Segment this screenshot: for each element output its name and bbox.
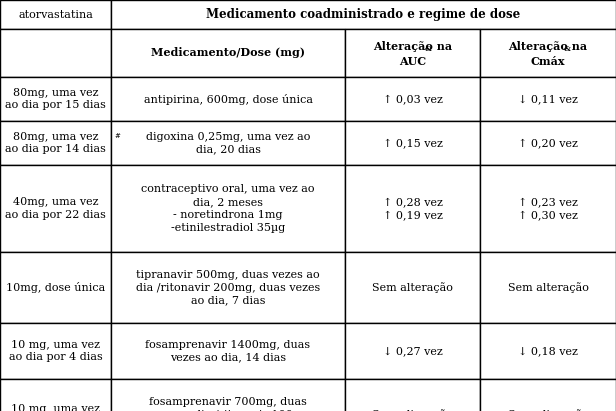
Text: Sem alteração: Sem alteração [508,410,588,411]
Text: ↑ 0,15 vez: ↑ 0,15 vez [383,138,442,148]
Bar [0,379,111,411]
Bar [111,323,345,379]
Text: Medicamento coadministrado e regime de dose: Medicamento coadministrado e regime de d… [206,8,521,21]
Bar [480,77,616,121]
Text: 80mg, uma vez
ao dia por 14 dias: 80mg, uma vez ao dia por 14 dias [5,132,106,155]
Bar [0,121,111,165]
Bar [111,29,345,77]
Bar [345,323,480,379]
Text: Alteração na
Cmáx: Alteração na Cmáx [508,42,588,67]
Text: Sem alteração: Sem alteração [372,410,453,411]
Text: Alteração na
AUC: Alteração na AUC [373,42,452,67]
Bar [111,379,345,411]
Text: &: & [425,45,432,53]
Text: fosamprenavir 1400mg, duas
vezes ao dia, 14 dias: fosamprenavir 1400mg, duas vezes ao dia,… [145,339,310,363]
Text: 10 mg, uma vez
ao dia por 4 dias: 10 mg, uma vez ao dia por 4 dias [9,339,102,363]
Text: fosamprenavir 700mg, duas
vezes ao dia /ritonavir 100mg,
duas vezes ao dia, 14 d: fosamprenavir 700mg, duas vezes ao dia /… [142,397,314,411]
Text: tipranavir 500mg, duas vezes ao
dia /ritonavir 200mg, duas vezes
ao dia, 7 dias: tipranavir 500mg, duas vezes ao dia /rit… [136,270,320,305]
Bar [111,77,345,121]
Bar [480,252,616,323]
Text: atorvastatina: atorvastatina [18,9,93,19]
Bar [0,29,111,77]
Bar [480,121,616,165]
Bar [345,77,480,121]
Text: ↓ 0,18 vez: ↓ 0,18 vez [518,346,578,356]
Bar [480,29,616,77]
Text: ↑ 0,03 vez: ↑ 0,03 vez [383,94,442,104]
Text: 80mg, uma vez
ao dia por 15 dias: 80mg, uma vez ao dia por 15 dias [5,88,106,111]
Text: antipirina, 600mg, dose única: antipirina, 600mg, dose única [144,93,312,104]
Bar [0,77,111,121]
Bar [0,165,111,252]
Bar [345,252,480,323]
Bar [0,0,111,29]
Bar [345,29,480,77]
Bar [0,323,111,379]
Bar [111,252,345,323]
Bar [111,165,345,252]
Text: ↓ 0,11 vez: ↓ 0,11 vez [518,94,578,104]
Bar [480,165,616,252]
Bar [111,0,616,29]
Text: Sem alteração: Sem alteração [508,282,588,293]
Bar [480,379,616,411]
Text: ↑ 0,28 vez
↑ 0,19 vez: ↑ 0,28 vez ↑ 0,19 vez [383,197,442,220]
Bar [0,252,111,323]
Text: 10 mg, uma vez
ao dia por 4 dias: 10 mg, uma vez ao dia por 4 dias [9,404,102,411]
Text: 40mg, uma vez
ao dia por 22 dias: 40mg, uma vez ao dia por 22 dias [5,197,106,220]
Text: Sem alteração: Sem alteração [372,282,453,293]
Text: 10mg, dose única: 10mg, dose única [6,282,105,293]
Text: ↑ 0,20 vez: ↑ 0,20 vez [518,138,578,148]
Bar [345,121,480,165]
Bar [111,121,345,165]
Text: digoxina 0,25mg, uma vez ao
dia, 20 dias: digoxina 0,25mg, uma vez ao dia, 20 dias [146,132,310,155]
Text: contraceptivo oral, uma vez ao
dia, 2 meses
- noretindrona 1mg
-etinilestradiol : contraceptivo oral, uma vez ao dia, 2 me… [141,184,315,233]
Text: &: & [564,45,570,53]
Text: #: # [114,132,120,140]
Bar [480,323,616,379]
Bar [345,379,480,411]
Text: Medicamento/Dose (mg): Medicamento/Dose (mg) [151,48,305,58]
Text: ↓ 0,27 vez: ↓ 0,27 vez [383,346,442,356]
Text: ↑ 0,23 vez
↑ 0,30 vez: ↑ 0,23 vez ↑ 0,30 vez [518,197,578,220]
Bar [345,165,480,252]
